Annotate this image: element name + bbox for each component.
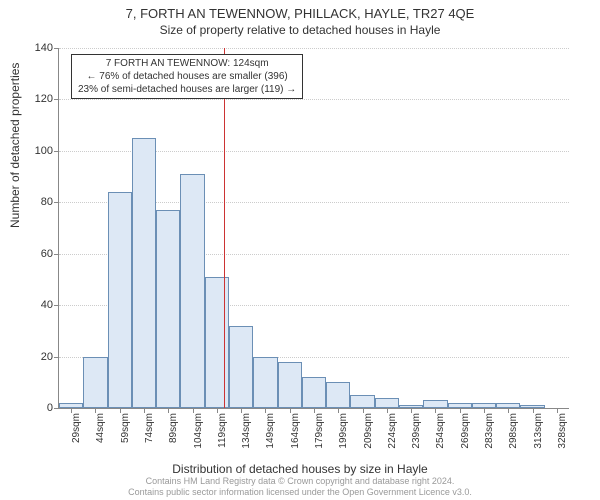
ytick-mark bbox=[54, 305, 59, 306]
gridline bbox=[59, 48, 569, 49]
ytick-label: 0 bbox=[13, 402, 53, 414]
histogram-bar bbox=[350, 395, 374, 408]
xtick-label: 59sqm bbox=[120, 413, 131, 463]
histogram-bar bbox=[156, 210, 180, 408]
ytick-mark bbox=[54, 99, 59, 100]
plot-region: 02040608010012014029sqm44sqm59sqm74sqm89… bbox=[58, 48, 569, 409]
ytick-label: 140 bbox=[13, 42, 53, 54]
histogram-bar bbox=[108, 192, 132, 408]
ytick-mark bbox=[54, 202, 59, 203]
xtick-label: 328sqm bbox=[557, 413, 568, 463]
xtick-label: 74sqm bbox=[144, 413, 155, 463]
histogram-bar bbox=[83, 357, 107, 408]
histogram-bar bbox=[375, 398, 399, 408]
ytick-mark bbox=[54, 408, 59, 409]
xtick-label: 164sqm bbox=[290, 413, 301, 463]
histogram-bar bbox=[302, 377, 326, 408]
info-box: 7 FORTH AN TEWENNOW: 124sqm ← 76% of deta… bbox=[71, 54, 303, 99]
chart-title: 7, FORTH AN TEWENNOW, PHILLACK, HAYLE, T… bbox=[0, 0, 600, 21]
histogram-bar bbox=[229, 326, 253, 408]
ytick-label: 40 bbox=[13, 299, 53, 311]
xtick-label: 283sqm bbox=[484, 413, 495, 463]
reference-line bbox=[224, 48, 225, 408]
ytick-label: 80 bbox=[13, 196, 53, 208]
xtick-label: 199sqm bbox=[338, 413, 349, 463]
ytick-mark bbox=[54, 151, 59, 152]
histogram-bar bbox=[132, 138, 156, 408]
xtick-label: 119sqm bbox=[217, 413, 228, 463]
ytick-mark bbox=[54, 254, 59, 255]
xtick-label: 44sqm bbox=[95, 413, 106, 463]
chart-area: 02040608010012014029sqm44sqm59sqm74sqm89… bbox=[58, 48, 568, 408]
chart-subtitle: Size of property relative to detached ho… bbox=[0, 21, 600, 37]
ytick-label: 100 bbox=[13, 145, 53, 157]
ytick-mark bbox=[54, 357, 59, 358]
footer-attribution: Contains HM Land Registry data © Crown c… bbox=[0, 476, 600, 498]
xtick-label: 29sqm bbox=[71, 413, 82, 463]
xtick-label: 298sqm bbox=[508, 413, 519, 463]
ytick-label: 20 bbox=[13, 351, 53, 363]
xtick-label: 134sqm bbox=[241, 413, 252, 463]
ytick-label: 120 bbox=[13, 93, 53, 105]
xtick-label: 254sqm bbox=[435, 413, 446, 463]
footer-line-2: Contains public sector information licen… bbox=[128, 487, 472, 497]
x-axis-label: Distribution of detached houses by size … bbox=[0, 462, 600, 476]
xtick-label: 209sqm bbox=[363, 413, 374, 463]
xtick-label: 239sqm bbox=[411, 413, 422, 463]
histogram-bar bbox=[423, 400, 447, 408]
ytick-mark bbox=[54, 48, 59, 49]
info-line-3: 23% of semi-detached houses are larger (… bbox=[78, 84, 296, 95]
xtick-label: 89sqm bbox=[168, 413, 179, 463]
xtick-label: 269sqm bbox=[460, 413, 471, 463]
xtick-label: 104sqm bbox=[193, 413, 204, 463]
histogram-bar bbox=[253, 357, 277, 408]
histogram-bar bbox=[205, 277, 229, 408]
footer-line-1: Contains HM Land Registry data © Crown c… bbox=[146, 476, 455, 486]
gridline bbox=[59, 99, 569, 100]
xtick-label: 224sqm bbox=[387, 413, 398, 463]
info-line-2: ← 76% of detached houses are smaller (39… bbox=[87, 71, 288, 82]
histogram-bar bbox=[326, 382, 350, 408]
xtick-label: 179sqm bbox=[314, 413, 325, 463]
histogram-bar bbox=[278, 362, 302, 408]
info-line-1: 7 FORTH AN TEWENNOW: 124sqm bbox=[106, 58, 269, 69]
ytick-label: 60 bbox=[13, 248, 53, 260]
xtick-label: 313sqm bbox=[533, 413, 544, 463]
xtick-label: 149sqm bbox=[265, 413, 276, 463]
chart-container: 7, FORTH AN TEWENNOW, PHILLACK, HAYLE, T… bbox=[0, 0, 600, 500]
histogram-bar bbox=[180, 174, 204, 408]
